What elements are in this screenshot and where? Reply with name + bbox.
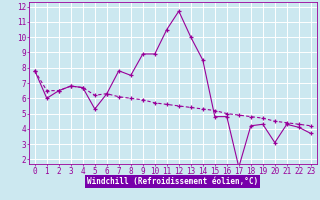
X-axis label: Windchill (Refroidissement éolien,°C): Windchill (Refroidissement éolien,°C) xyxy=(87,177,258,186)
